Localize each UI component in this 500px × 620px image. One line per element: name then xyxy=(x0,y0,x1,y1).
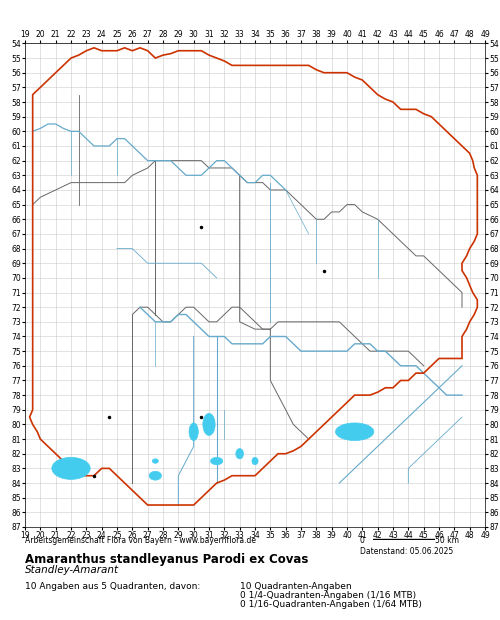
Text: Amaranthus standleyanus Parodi ex Covas: Amaranthus standleyanus Parodi ex Covas xyxy=(25,553,308,566)
Text: Datenstand: 05.06.2025: Datenstand: 05.06.2025 xyxy=(360,547,453,556)
Ellipse shape xyxy=(149,471,162,480)
Text: 0: 0 xyxy=(360,536,365,546)
Ellipse shape xyxy=(52,458,90,479)
Text: 50 km: 50 km xyxy=(435,536,459,546)
Ellipse shape xyxy=(203,414,215,435)
Ellipse shape xyxy=(252,458,258,465)
Text: 0 1/4-Quadranten-Angaben (1/16 MTB): 0 1/4-Quadranten-Angaben (1/16 MTB) xyxy=(240,591,416,600)
Text: Arbeitsgemeinschaft Flora von Bayern - www.bayernflora.de: Arbeitsgemeinschaft Flora von Bayern - w… xyxy=(25,536,256,546)
Ellipse shape xyxy=(336,423,374,441)
Ellipse shape xyxy=(189,423,198,441)
Ellipse shape xyxy=(236,449,244,459)
Ellipse shape xyxy=(152,459,158,463)
Text: 0 1/16-Quadranten-Angaben (1/64 MTB): 0 1/16-Quadranten-Angaben (1/64 MTB) xyxy=(240,600,422,609)
Text: 10 Angaben aus 5 Quadranten, davon:: 10 Angaben aus 5 Quadranten, davon: xyxy=(25,582,200,591)
Text: Standley-Amarant: Standley-Amarant xyxy=(25,565,119,575)
Ellipse shape xyxy=(210,458,223,465)
Text: 10 Quadranten-Angaben: 10 Quadranten-Angaben xyxy=(240,582,352,591)
